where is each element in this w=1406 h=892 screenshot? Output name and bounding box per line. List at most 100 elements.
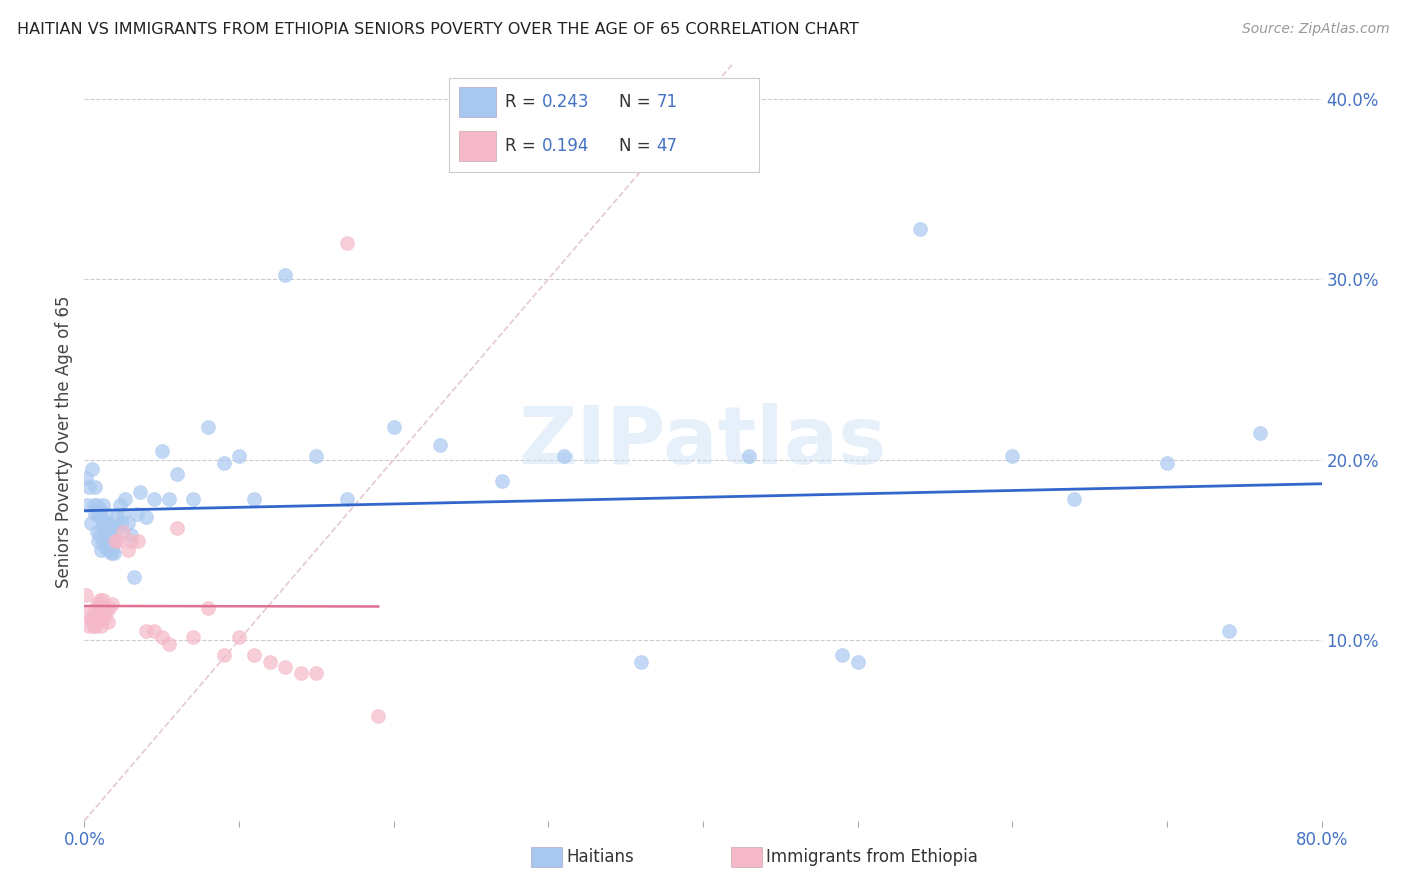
Point xyxy=(212,456,235,470)
Point xyxy=(82,615,104,629)
Point xyxy=(117,542,139,557)
Text: Immigrants from Ethiopia: Immigrants from Ethiopia xyxy=(766,848,979,866)
Point xyxy=(491,475,513,489)
Point xyxy=(96,542,118,557)
Point xyxy=(94,507,117,521)
Point xyxy=(181,492,204,507)
Point xyxy=(76,606,98,620)
Point xyxy=(129,485,152,500)
Point xyxy=(75,470,97,484)
Point xyxy=(90,542,112,557)
Point xyxy=(114,492,136,507)
Point xyxy=(243,492,266,507)
Point xyxy=(77,480,100,494)
Text: ZIPatlas: ZIPatlas xyxy=(519,402,887,481)
Point xyxy=(76,498,98,512)
Point xyxy=(135,624,157,639)
Point xyxy=(93,611,115,625)
Point xyxy=(89,611,111,625)
Point xyxy=(96,524,118,539)
Point xyxy=(228,449,250,463)
Point xyxy=(367,709,389,723)
Point xyxy=(1001,449,1024,463)
Point xyxy=(100,546,122,560)
Point xyxy=(738,449,761,463)
Y-axis label: Seniors Poverty Over the Age of 65: Seniors Poverty Over the Age of 65 xyxy=(55,295,73,588)
Point xyxy=(125,507,148,521)
Point xyxy=(382,420,405,434)
Point xyxy=(135,510,157,524)
Point xyxy=(336,492,359,507)
Point xyxy=(120,533,142,548)
Point xyxy=(1063,492,1085,507)
Point xyxy=(75,588,97,602)
Point xyxy=(84,507,107,521)
Point xyxy=(98,533,121,548)
Point xyxy=(104,533,127,548)
Point xyxy=(86,597,108,611)
Point xyxy=(87,600,110,615)
Point xyxy=(77,618,100,632)
Point xyxy=(212,648,235,662)
Point xyxy=(110,516,132,530)
Point xyxy=(100,528,122,542)
Point xyxy=(91,606,114,620)
Point xyxy=(101,519,124,533)
Point xyxy=(429,438,451,452)
Point xyxy=(83,498,105,512)
Point xyxy=(1156,456,1178,470)
Point xyxy=(107,521,129,535)
Point xyxy=(83,606,105,620)
Point xyxy=(89,593,111,607)
Point xyxy=(103,546,125,560)
Point xyxy=(90,600,112,615)
Point xyxy=(117,516,139,530)
Point xyxy=(90,510,112,524)
Point xyxy=(159,637,180,651)
Point xyxy=(84,618,107,632)
Point xyxy=(166,521,188,535)
Point xyxy=(98,600,121,615)
Point xyxy=(846,655,869,669)
Point xyxy=(159,492,180,507)
Point xyxy=(101,542,124,557)
Point xyxy=(143,624,166,639)
Point xyxy=(305,449,328,463)
Point xyxy=(83,618,105,632)
Text: Haitians: Haitians xyxy=(567,848,634,866)
Point xyxy=(166,467,188,481)
Text: HAITIAN VS IMMIGRANTS FROM ETHIOPIA SENIORS POVERTY OVER THE AGE OF 65 CORRELATI: HAITIAN VS IMMIGRANTS FROM ETHIOPIA SENI… xyxy=(17,22,859,37)
Point xyxy=(336,235,359,250)
Point xyxy=(107,533,129,548)
Point xyxy=(143,492,166,507)
Point xyxy=(82,461,104,475)
Text: Source: ZipAtlas.com: Source: ZipAtlas.com xyxy=(1241,22,1389,37)
Point xyxy=(84,480,107,494)
Point xyxy=(197,420,219,434)
Point xyxy=(274,660,297,674)
Point xyxy=(93,600,115,615)
Point xyxy=(105,510,128,524)
Point xyxy=(228,630,250,644)
Point xyxy=(93,539,115,553)
Point xyxy=(91,593,114,607)
Point xyxy=(127,533,149,548)
Point xyxy=(90,618,112,632)
Point xyxy=(243,648,266,662)
Point xyxy=(94,606,117,620)
Point xyxy=(89,503,111,517)
Point xyxy=(86,524,108,539)
Point xyxy=(79,611,101,625)
Point xyxy=(112,524,135,539)
Point xyxy=(104,533,127,548)
Point xyxy=(91,533,114,548)
Point xyxy=(101,597,124,611)
Point xyxy=(94,533,117,548)
Point xyxy=(259,655,281,669)
Point xyxy=(290,665,312,680)
Point xyxy=(150,443,173,458)
Point xyxy=(87,615,110,629)
Point xyxy=(181,630,204,644)
Point xyxy=(93,521,115,535)
Point xyxy=(91,498,114,512)
